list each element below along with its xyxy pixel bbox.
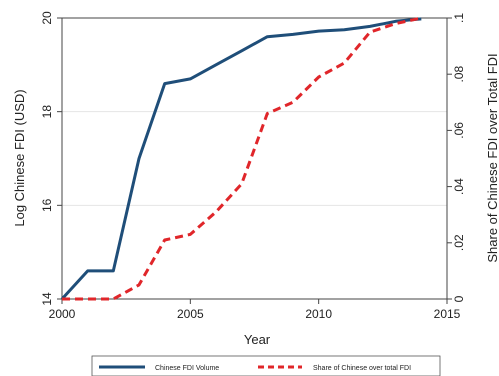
y-axis-left-title: Log Chinese FDI (USD) (12, 89, 27, 226)
y-right-tick-label: .02 (452, 234, 466, 251)
y-right-tick-label: .04 (452, 178, 466, 195)
y-left-tick-label: 16 (40, 198, 54, 212)
series-line-fdi-volume (60, 17, 422, 301)
y-right-tick-label: .1 (452, 13, 466, 23)
series-lines (60, 16, 422, 301)
x-tick-label: 2010 (305, 307, 332, 321)
x-axis-title: Year (244, 332, 271, 347)
y-right-tick-label: 0 (452, 295, 466, 302)
y-left-tick-label: 20 (40, 11, 54, 25)
legend-box (91, 355, 441, 376)
legend-label-fdi-share: Share of Chinese over total FDI (313, 365, 411, 372)
y-right-tick-label: .06 (452, 122, 466, 139)
plot-area-border (61, 17, 448, 300)
plot-frame (61, 17, 448, 300)
y-axis-right-title: Share of Chinese FDI over Total FDI (485, 53, 499, 262)
axes: 2000 2005 2010 2015 14 16 18 20 0 .02 .04 .06 .08 .1 (40, 11, 466, 321)
y-left-tick-label: 14 (40, 292, 54, 306)
x-tick-label: 2000 (49, 307, 76, 321)
legend: Chinese FDI Volume Share of Chinese over… (91, 355, 441, 376)
legend-label-fdi-volume: Chinese FDI Volume (155, 365, 219, 372)
y-left-tick-label: 18 (40, 105, 54, 119)
y-right-tick-label: .08 (452, 66, 466, 83)
x-tick-label: 2015 (434, 307, 461, 321)
x-tick-label: 2005 (177, 307, 204, 321)
